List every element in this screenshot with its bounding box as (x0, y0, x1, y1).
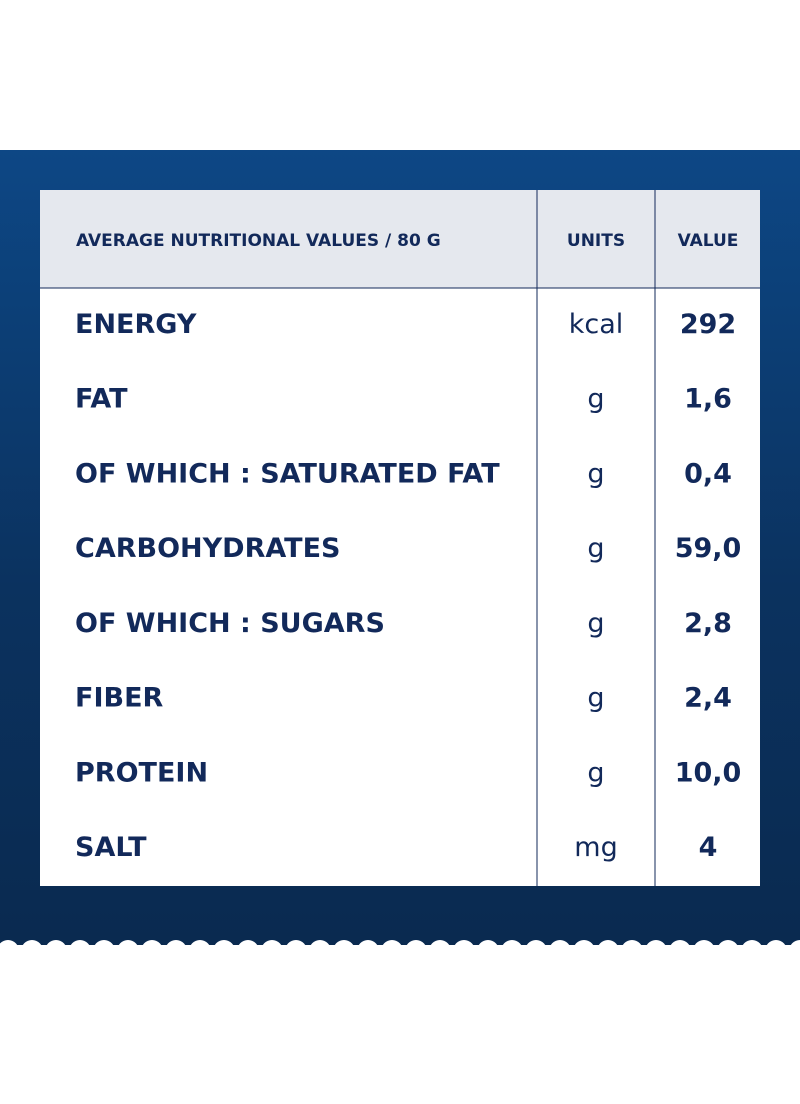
nutrient-unit: mg (574, 832, 617, 863)
header-cell: UNITS (567, 231, 625, 251)
nutrient-value: 2,4 (684, 683, 732, 714)
header-cell: VALUE (678, 231, 739, 251)
nutrient-value: 4 (699, 832, 718, 863)
nutrient-unit: g (587, 608, 604, 639)
nutrient-name: OF WHICH : SUGARS (75, 608, 385, 639)
nutrient-name: ENERGY (75, 309, 197, 340)
table-body (40, 190, 760, 886)
header-cell: AVERAGE NUTRITIONAL VALUES / 80 G (76, 231, 441, 251)
nutrient-value: 0,4 (684, 458, 732, 489)
nutrient-name: CARBOHYDRATES (75, 533, 341, 564)
nutrient-name: PROTEIN (75, 757, 208, 788)
nutrient-unit: g (587, 533, 604, 564)
nutrient-unit: g (587, 683, 604, 714)
nutrient-unit: g (587, 384, 604, 415)
nutrient-value: 292 (680, 309, 736, 340)
nutrient-name: OF WHICH : SATURATED FAT (75, 458, 500, 489)
nutrient-value: 59,0 (675, 533, 742, 564)
nutrient-name: SALT (75, 832, 147, 863)
edge-fill (0, 945, 800, 965)
nutrient-name: FAT (75, 384, 128, 415)
nutrient-unit: g (587, 757, 604, 788)
nutrient-unit: g (587, 458, 604, 489)
table-header (40, 190, 760, 288)
nutrient-value: 10,0 (675, 757, 742, 788)
nutrient-value: 2,8 (684, 608, 732, 639)
nutrient-unit: kcal (569, 309, 624, 340)
nutrient-name: FIBER (75, 683, 164, 714)
nutrient-value: 1,6 (684, 384, 732, 415)
